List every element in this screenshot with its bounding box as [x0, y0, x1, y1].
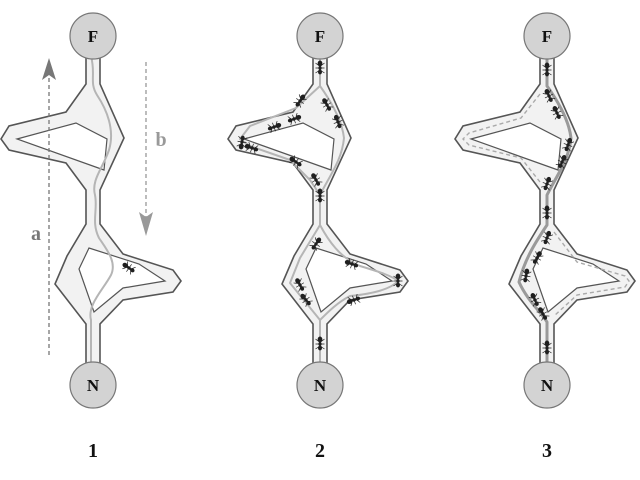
nest-label: N — [541, 376, 554, 395]
food-label: F — [88, 27, 98, 46]
arrow-a — [42, 58, 56, 355]
pheromone-trail-long — [239, 55, 321, 363]
nest-label: N — [87, 376, 100, 395]
arrow-a-label: a — [31, 223, 41, 245]
nest-node: N — [69, 361, 117, 409]
fading-trail-long-lower — [553, 231, 630, 317]
panel-label: 1 — [88, 440, 98, 462]
food-label: F — [542, 27, 552, 46]
food-node: F — [523, 12, 571, 60]
panel-1: a b F N 1 — [0, 12, 182, 462]
pheromone-trail — [89, 55, 114, 363]
arrow-b — [139, 62, 153, 236]
nest-node: N — [296, 361, 344, 409]
network-2 — [227, 49, 409, 366]
food-node: F — [69, 12, 117, 60]
panel-2: F N 2 — [227, 12, 409, 462]
nest-node: N — [523, 361, 571, 409]
network-1 — [0, 49, 182, 366]
panel-3: F N 3 — [454, 12, 636, 462]
arrow-b-label: b — [155, 129, 166, 151]
panel-label: 2 — [315, 440, 325, 462]
food-node: F — [296, 12, 344, 60]
panel-label: 3 — [542, 440, 552, 462]
pheromone-trail-short — [517, 54, 573, 364]
network-3 — [454, 49, 636, 366]
nest-label: N — [314, 376, 327, 395]
fading-trail-long — [462, 93, 541, 183]
food-label: F — [315, 27, 325, 46]
